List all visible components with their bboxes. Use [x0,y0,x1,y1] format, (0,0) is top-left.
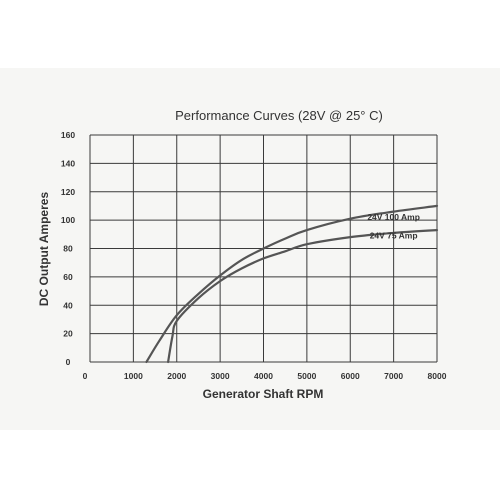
x-tick-label: 0 [83,371,88,381]
x-tick-label: 2000 [167,371,186,381]
y-tick-label: 100 [61,215,75,225]
x-tick-label: 8000 [428,371,447,381]
x-tick-label: 5000 [297,371,316,381]
y-tick-label: 60 [63,272,73,282]
series-line [145,204,439,364]
x-tick-label: 1000 [124,371,143,381]
y-tick-label: 120 [61,187,75,197]
x-axis-title: Generator Shaft RPM [203,387,324,401]
series-label: 24V 100 Amp [367,212,420,222]
series-lines [145,204,439,364]
y-tick-label: 140 [61,158,75,168]
x-tick-label: 7000 [384,371,403,381]
y-tick-label: 0 [66,357,71,367]
x-tick-label: 3000 [211,371,230,381]
y-tick-label: 160 [61,130,75,140]
x-tick-labels: 0 1000 2000 3000 4000 5000 6000 7000 8000 [83,371,447,381]
y-tick-label: 20 [63,329,73,339]
series-line [167,229,439,364]
series-label: 24V 75 Amp [370,231,418,241]
y-tick-labels: 0 20 40 60 80 100 120 140 160 [61,130,75,367]
series-labels: 24V 100 Amp 24V 75 Amp [367,212,420,240]
chart-title: Performance Curves (28V @ 25° C) [175,108,383,123]
x-tick-label: 4000 [254,371,273,381]
y-tick-label: 40 [63,300,73,310]
y-axis-title: DC Output Amperes [37,192,51,307]
x-tick-label: 6000 [341,371,360,381]
y-tick-label: 80 [63,244,73,254]
